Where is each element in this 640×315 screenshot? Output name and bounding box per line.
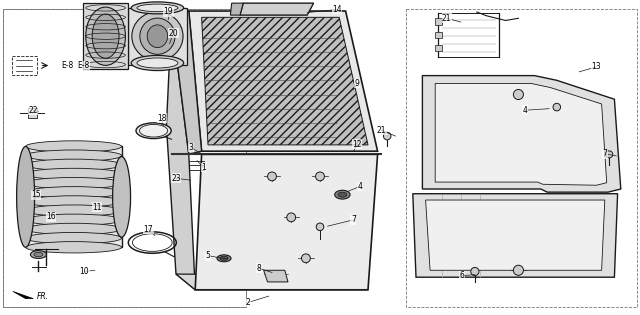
Polygon shape bbox=[166, 17, 195, 290]
Ellipse shape bbox=[136, 123, 172, 139]
Polygon shape bbox=[83, 3, 128, 69]
Text: 1: 1 bbox=[201, 163, 206, 172]
Polygon shape bbox=[189, 11, 378, 151]
Text: 3: 3 bbox=[188, 143, 193, 152]
Polygon shape bbox=[26, 146, 122, 247]
Ellipse shape bbox=[338, 192, 347, 197]
Circle shape bbox=[513, 265, 524, 275]
Ellipse shape bbox=[92, 14, 119, 58]
Text: 17: 17 bbox=[143, 225, 154, 234]
Ellipse shape bbox=[26, 242, 122, 253]
Text: 7: 7 bbox=[351, 215, 356, 224]
Text: 11: 11 bbox=[93, 203, 102, 212]
Polygon shape bbox=[172, 11, 202, 154]
Ellipse shape bbox=[140, 18, 175, 54]
Ellipse shape bbox=[86, 7, 125, 66]
Text: 20: 20 bbox=[168, 29, 179, 37]
Ellipse shape bbox=[131, 55, 184, 71]
Text: 21: 21 bbox=[377, 126, 386, 135]
Ellipse shape bbox=[26, 186, 122, 198]
Text: 19: 19 bbox=[163, 8, 173, 16]
Ellipse shape bbox=[26, 141, 122, 152]
Polygon shape bbox=[435, 18, 442, 25]
Text: 23: 23 bbox=[171, 174, 181, 183]
Polygon shape bbox=[202, 17, 368, 145]
Polygon shape bbox=[230, 3, 243, 15]
Text: E-8: E-8 bbox=[77, 61, 90, 70]
Text: FR.: FR. bbox=[36, 292, 49, 301]
Circle shape bbox=[268, 172, 276, 181]
Polygon shape bbox=[128, 8, 187, 65]
Ellipse shape bbox=[26, 150, 122, 161]
Text: 6: 6 bbox=[460, 271, 465, 280]
Polygon shape bbox=[435, 45, 442, 51]
Ellipse shape bbox=[137, 4, 178, 12]
Ellipse shape bbox=[31, 251, 46, 258]
Text: 4: 4 bbox=[522, 106, 527, 115]
Ellipse shape bbox=[26, 177, 122, 189]
Circle shape bbox=[606, 151, 612, 158]
Circle shape bbox=[471, 267, 479, 276]
Ellipse shape bbox=[113, 157, 131, 237]
Text: 22: 22 bbox=[29, 106, 38, 115]
Text: 21: 21 bbox=[442, 14, 451, 23]
Ellipse shape bbox=[34, 252, 43, 257]
Ellipse shape bbox=[26, 214, 122, 226]
Text: 12: 12 bbox=[353, 140, 362, 149]
Ellipse shape bbox=[220, 256, 228, 260]
Ellipse shape bbox=[26, 168, 122, 180]
Circle shape bbox=[287, 213, 296, 222]
Text: 15: 15 bbox=[31, 190, 41, 199]
Polygon shape bbox=[13, 291, 33, 299]
Polygon shape bbox=[413, 194, 618, 277]
Ellipse shape bbox=[137, 58, 178, 68]
Ellipse shape bbox=[132, 12, 183, 61]
Circle shape bbox=[301, 254, 310, 263]
Ellipse shape bbox=[26, 159, 122, 170]
Text: 4: 4 bbox=[357, 182, 362, 191]
Polygon shape bbox=[435, 32, 442, 38]
Text: 7: 7 bbox=[602, 149, 607, 158]
Ellipse shape bbox=[26, 205, 122, 216]
Circle shape bbox=[553, 103, 561, 111]
Polygon shape bbox=[28, 108, 37, 118]
Ellipse shape bbox=[17, 146, 35, 247]
Ellipse shape bbox=[140, 124, 168, 137]
Text: 16: 16 bbox=[46, 212, 56, 221]
Text: 18: 18 bbox=[157, 114, 166, 123]
Ellipse shape bbox=[26, 232, 122, 244]
Text: 2: 2 bbox=[246, 298, 251, 307]
Text: 8: 8 bbox=[257, 264, 262, 273]
Ellipse shape bbox=[147, 25, 168, 48]
Polygon shape bbox=[240, 3, 314, 15]
Polygon shape bbox=[195, 154, 378, 290]
Ellipse shape bbox=[217, 255, 231, 262]
Circle shape bbox=[513, 89, 524, 100]
Circle shape bbox=[316, 172, 324, 181]
Text: 10: 10 bbox=[79, 267, 90, 276]
Polygon shape bbox=[422, 76, 621, 192]
Text: E-8: E-8 bbox=[61, 61, 73, 70]
Ellipse shape bbox=[131, 2, 184, 14]
Polygon shape bbox=[176, 274, 368, 290]
Circle shape bbox=[316, 223, 324, 231]
Text: 5: 5 bbox=[205, 251, 211, 260]
Ellipse shape bbox=[26, 196, 122, 207]
Text: 9: 9 bbox=[355, 79, 360, 88]
Ellipse shape bbox=[26, 223, 122, 235]
Polygon shape bbox=[264, 270, 288, 282]
Ellipse shape bbox=[335, 190, 350, 199]
Polygon shape bbox=[426, 200, 605, 270]
Circle shape bbox=[383, 132, 391, 140]
Polygon shape bbox=[435, 83, 607, 185]
Text: 14: 14 bbox=[332, 5, 342, 14]
Text: 13: 13 bbox=[591, 62, 602, 71]
